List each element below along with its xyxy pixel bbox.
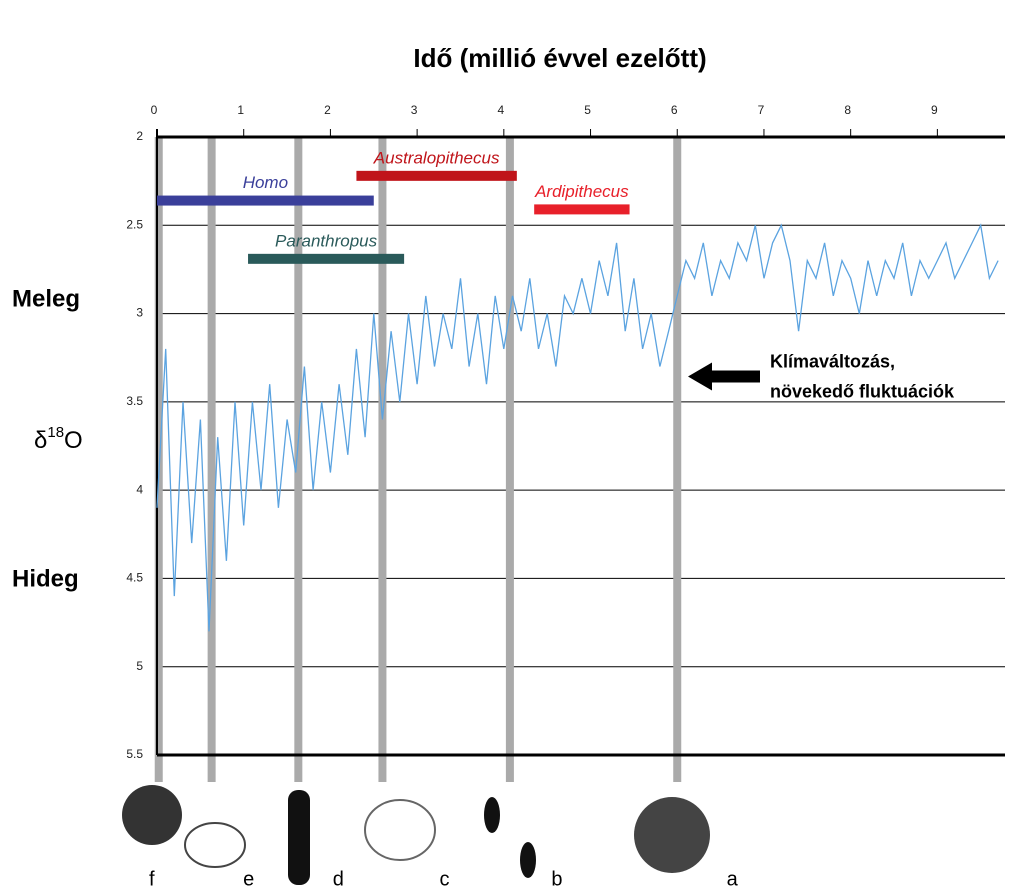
x-tick-label: 5	[584, 103, 591, 117]
x-tick-label: 0	[151, 103, 158, 117]
range-bar	[356, 170, 517, 181]
range-bar	[534, 204, 630, 215]
event-label: b	[551, 868, 562, 890]
icons	[122, 785, 710, 885]
y-axis-label: δ18O	[34, 424, 83, 454]
y-label-element: O	[64, 427, 83, 454]
icon-foot	[520, 842, 536, 878]
range-label: Australopithecus	[373, 148, 500, 167]
event-label: f	[149, 868, 155, 890]
annotation-arrow	[688, 362, 760, 391]
x-tick-label: 4	[497, 103, 504, 117]
x-tick-label: 6	[671, 103, 678, 117]
y-label-superscript: 18	[47, 424, 64, 441]
range-label: Paranthropus	[275, 231, 378, 250]
y-tick-label: 3	[136, 306, 143, 320]
event-label: d	[333, 868, 344, 890]
y-tick-label: 5	[136, 659, 143, 673]
annotation-text: Klímaváltozás,	[770, 351, 895, 371]
y-tick-label: 2.5	[126, 217, 143, 231]
icon-foot	[484, 797, 500, 833]
range-bar	[157, 195, 374, 206]
icon-human	[288, 790, 310, 885]
cold-label: Hideg	[12, 565, 79, 592]
icon-hand	[122, 785, 182, 845]
event-label: c	[439, 868, 449, 890]
chart-title: Idő (millió évvel ezelőtt)	[413, 43, 706, 73]
range-label: Ardipithecus	[534, 182, 629, 201]
icon-ape	[634, 797, 710, 873]
y-label-symbol: δ	[34, 427, 47, 454]
icon-brain	[184, 822, 246, 868]
x-tick-label: 7	[758, 103, 765, 117]
icon-tools	[364, 799, 436, 861]
y-tick-label: 4	[136, 482, 143, 496]
x-tick-label: 1	[237, 103, 244, 117]
x-tick-label: 2	[324, 103, 331, 117]
y-tick-label: 2	[136, 129, 143, 143]
x-tick-label: 9	[931, 103, 938, 117]
range-label: Homo	[243, 173, 288, 192]
event-label: a	[727, 868, 739, 890]
y-tick-label: 3.5	[126, 394, 143, 408]
x-tick-label: 8	[844, 103, 851, 117]
range-bar	[248, 253, 405, 264]
x-tick-label: 3	[411, 103, 418, 117]
y-tick-label: 5.5	[126, 747, 143, 761]
warm-label: Meleg	[12, 285, 80, 312]
y-tick-label: 4.5	[126, 571, 143, 585]
event-label: e	[243, 868, 254, 890]
data-line	[156, 223, 999, 632]
annotation-text: növekedő fluktuációk	[770, 381, 955, 401]
